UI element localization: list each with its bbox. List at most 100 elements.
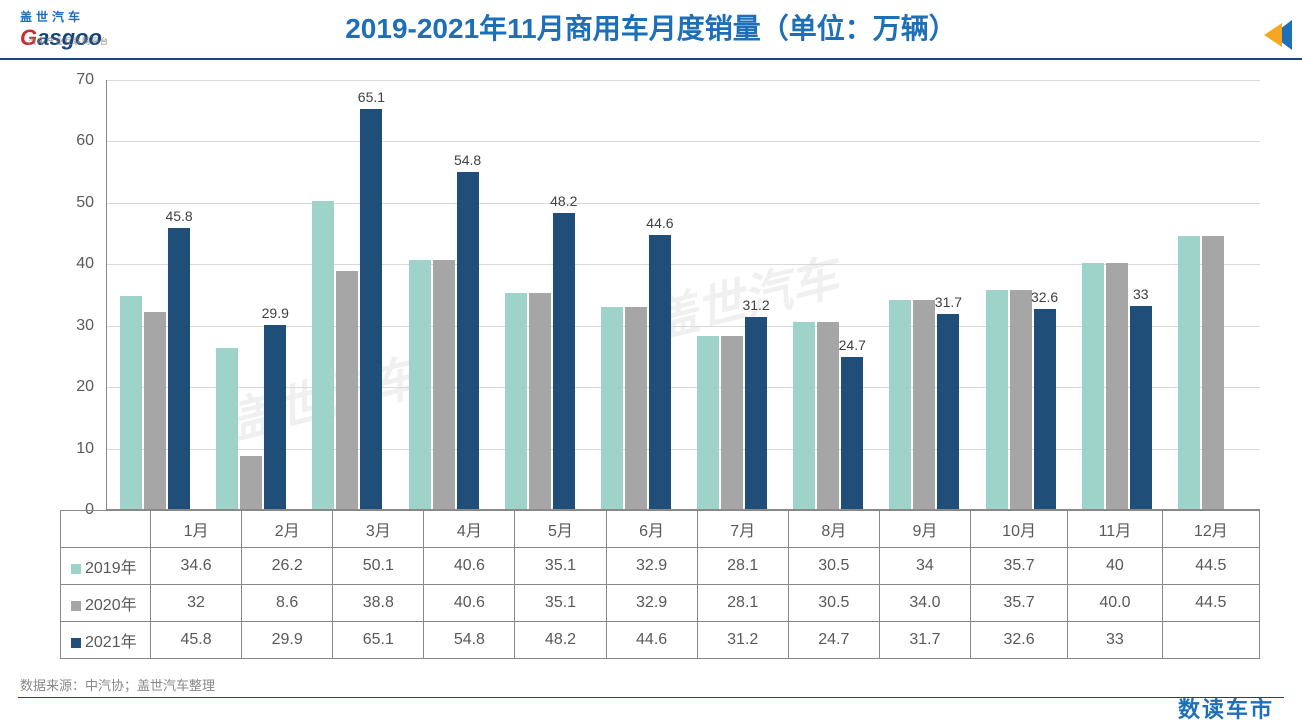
bar-value-label: 54.8 [454,152,481,168]
bar-value-label: 33 [1133,286,1149,302]
table-cell: 29.9 [242,622,333,659]
bar [240,456,262,509]
bar [697,336,719,509]
table-header-cell: 8月 [788,511,879,548]
logo-top: 盖世汽车 [20,8,102,25]
table-cell: 35.1 [515,548,606,585]
bar [529,293,551,509]
bar [360,109,382,509]
bar [433,260,455,509]
series-name-cell: 2021年 [61,622,151,659]
table-cell: 26.2 [242,548,333,585]
bar [505,293,527,509]
series-name: 2020年 [85,597,137,614]
table-header-row: 1月2月3月4月5月6月7月8月9月10月11月12月 [61,511,1260,548]
bar-value-label: 44.6 [646,215,673,231]
table-header-cell: 7月 [697,511,788,548]
table-header-cell: 11月 [1068,511,1162,548]
table-cell [61,511,151,548]
table-cell: 30.5 [788,548,879,585]
source-text: 数据来源：中汽协；盖世汽车整理 [20,675,215,694]
y-tick: 10 [76,440,94,458]
bar [889,300,911,509]
y-axis: 010203040506070 [62,80,102,510]
bar [817,322,839,509]
bar-value-label: 48.2 [550,193,577,209]
table-cell: 8.6 [242,585,333,622]
table-cell: 44.5 [1162,585,1259,622]
bar-value-label: 31.2 [742,297,769,313]
bar [649,235,671,509]
table-cell: 35.7 [970,548,1067,585]
table-header-cell: 10月 [970,511,1067,548]
plot-area: 盖世汽车 盖世汽车 45.829.965.154.848.244.631.224… [106,80,1260,510]
table-cell: 44.5 [1162,548,1259,585]
bar-value-label: 32.6 [1031,289,1058,305]
table-cell: 32.9 [606,585,697,622]
table-cell: 65.1 [333,622,424,659]
bar [409,260,431,509]
table-header-cell: 2月 [242,511,333,548]
table-cell: 35.1 [515,585,606,622]
table-cell: 40.6 [424,548,515,585]
bar-value-label: 31.7 [935,294,962,310]
bar [1202,236,1224,509]
series-name: 2019年 [85,560,137,577]
table-header-cell: 9月 [879,511,970,548]
table-cell: 38.8 [333,585,424,622]
table-cell: 34 [879,548,970,585]
table-cell: 28.1 [697,585,788,622]
y-tick: 50 [76,194,94,212]
y-tick: 60 [76,132,94,150]
footer-brand: 数读车市 [1178,692,1274,724]
bar [937,314,959,509]
table-cell: 24.7 [788,622,879,659]
bar [312,201,334,509]
chart-title: 2019-2021年11月商用车月度销量（单位：万辆） [0,0,1302,58]
table-cell: 32.9 [606,548,697,585]
grid-line [107,203,1260,204]
bar [721,336,743,509]
table-header-cell: 4月 [424,511,515,548]
table-row: 2020年328.638.840.635.132.928.130.534.035… [61,585,1260,622]
y-tick: 40 [76,255,94,273]
bar [1082,263,1104,509]
table-cell: 30.5 [788,585,879,622]
bar [336,271,358,509]
bar-value-label: 65.1 [358,89,385,105]
bar [1034,309,1056,509]
table-cell: 31.2 [697,622,788,659]
table-header-cell: 1月 [151,511,242,548]
arrow-decoration-icon [1252,20,1292,50]
bar [1178,236,1200,509]
table-row: 2021年45.829.965.154.848.244.631.224.731.… [61,622,1260,659]
footer-divider [18,697,1284,698]
series-name-cell: 2019年 [61,548,151,585]
bar [793,322,815,509]
y-tick: 20 [76,378,94,396]
bar [601,307,623,509]
bar [841,357,863,509]
table-header-cell: 3月 [333,511,424,548]
table-cell: 34.0 [879,585,970,622]
series-name: 2021年 [85,634,137,651]
header: 盖世汽车 Gasgoo 汽车产业互联网平台 2019-2021年11月商用车月度… [0,0,1302,60]
grid-line [107,80,1260,81]
bar [1010,290,1032,509]
table-cell: 32.6 [970,622,1067,659]
legend-swatch-icon [71,601,81,611]
table-cell: 28.1 [697,548,788,585]
bar [1106,263,1128,509]
table-cell [1162,622,1259,659]
bar [264,325,286,509]
y-tick: 30 [76,317,94,335]
table-cell: 40 [1068,548,1162,585]
legend-swatch-icon [71,638,81,648]
chart: 010203040506070 盖世汽车 盖世汽车 45.829.965.154… [70,80,1260,510]
bar [457,172,479,509]
y-tick: 70 [76,71,94,89]
table-row: 2019年34.626.250.140.635.132.928.130.5343… [61,548,1260,585]
table-cell: 50.1 [333,548,424,585]
table-header-cell: 12月 [1162,511,1259,548]
bar-value-label: 45.8 [165,208,192,224]
